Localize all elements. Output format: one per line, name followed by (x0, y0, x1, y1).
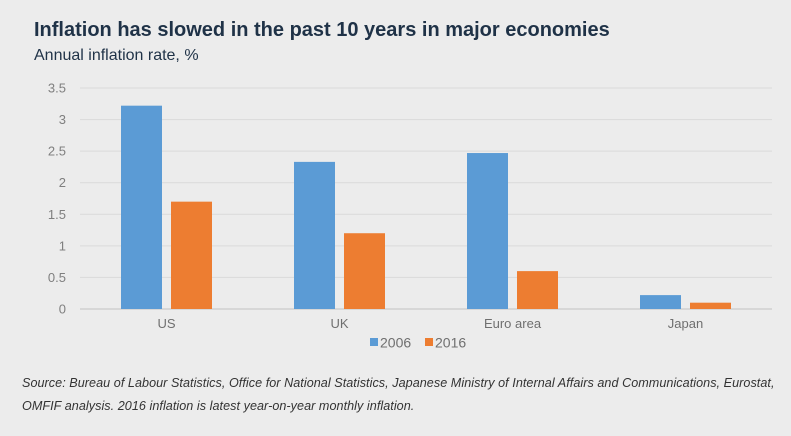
x-tick-label: UK (330, 316, 348, 331)
x-tick-label: US (157, 316, 175, 331)
y-axis-ticks: 0 0.5 1 1.5 2 2.5 3 3.5 (48, 81, 66, 317)
bar-2016-us (171, 201, 212, 309)
bar-chart: 0 0.5 1 1.5 2 2.5 3 3.5 US UK Euro area Japan 2006… (48, 81, 772, 351)
legend-swatch-2006 (370, 338, 378, 346)
bar-2006-uk (294, 161, 335, 309)
y-tick-label: 1 (59, 238, 66, 253)
y-tick-label: 2.5 (48, 144, 66, 159)
bar-2016-euro-area (517, 271, 558, 309)
chart-title: Inflation has slowed in the past 10 year… (34, 19, 610, 41)
legend-swatch-2016 (425, 338, 433, 346)
legend-label-2006: 2006 (380, 335, 411, 351)
bar-2016-japan (690, 302, 731, 309)
y-tick-label: 1.5 (48, 207, 66, 222)
y-tick-label: 0 (59, 302, 66, 317)
chart-subtitle: Annual inflation rate, % (34, 47, 199, 64)
bars (121, 105, 731, 310)
bar-2006-euro-area (467, 153, 508, 309)
x-tick-label: Japan (668, 316, 703, 331)
y-tick-label: 0.5 (48, 270, 66, 285)
source-note: Source: Bureau of Labour Statistics, Off… (22, 376, 775, 413)
x-axis-labels: US UK Euro area Japan (157, 316, 703, 331)
y-tick-label: 3.5 (48, 81, 66, 96)
y-tick-label: 2 (59, 175, 66, 190)
bar-2006-us (121, 105, 162, 310)
bar-2016-uk (344, 233, 385, 309)
y-tick-label: 3 (59, 112, 66, 127)
bar-2006-japan (640, 295, 681, 309)
legend: 2006 2016 (370, 335, 466, 351)
legend-label-2016: 2016 (435, 335, 466, 351)
x-tick-label: Euro area (484, 316, 542, 331)
